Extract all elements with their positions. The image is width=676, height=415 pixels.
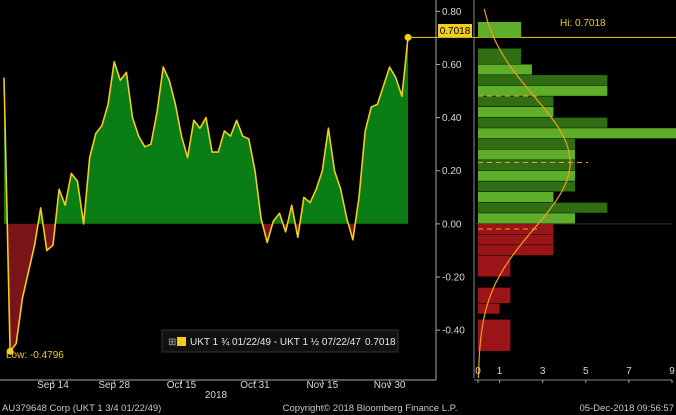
positive-area [4, 37, 408, 224]
x-tick-label: Sep 14 [37, 380, 69, 391]
histogram-bar [478, 202, 608, 213]
y-tick-label: 0.40 [442, 113, 462, 124]
histogram-bar [478, 192, 554, 203]
histogram-bar [478, 117, 608, 128]
last-value-tag: 0.7018 [438, 24, 472, 37]
histogram-bar [478, 128, 676, 139]
year-label: 2018 [205, 390, 228, 401]
histogram-bar [478, 21, 522, 38]
normal-fit-curve [477, 8, 571, 378]
y-tick-label: -0.40 [442, 326, 465, 337]
footer-timestamp: 05-Dec-2018 09:56:57 [579, 403, 674, 414]
y-tick-label: 0.20 [442, 166, 462, 177]
histogram-bar [478, 160, 575, 171]
hist-x-tick-label: 0 [475, 366, 481, 377]
histogram-bar [478, 106, 554, 118]
hist-x-tick-label: 9 [669, 366, 675, 377]
histogram-bar [478, 213, 575, 224]
histogram-bar [478, 287, 511, 304]
footer-copyright: Copyright© 2018 Bloomberg Finance L.P. [283, 403, 458, 414]
histogram-bar [478, 149, 575, 160]
histogram-bar [478, 75, 608, 86]
legend-value: 0.7018 [365, 337, 396, 348]
hist-x-tick-label: 7 [626, 366, 632, 377]
hist-x-tick-label: 3 [540, 366, 546, 377]
legend-swatch [177, 337, 186, 346]
low-annotation: Low: -0.4796 [6, 350, 64, 361]
y-tick-label: 0.60 [442, 60, 462, 71]
last-value-label: 0.7018 [440, 26, 471, 37]
histogram-bar [478, 48, 522, 64]
x-tick-label: Sep 28 [98, 380, 130, 391]
histogram-bar [478, 245, 554, 256]
spread-line [3, 37, 409, 353]
histogram-bar [478, 96, 554, 107]
histogram-bar [478, 170, 575, 181]
spread-area-chart [3, 33, 676, 355]
x-tick-label: Oct 15 [167, 380, 197, 391]
histogram-bar [478, 64, 532, 75]
hist-x-tick-label: 5 [583, 366, 589, 377]
footer-security: AU379648 Corp (UKT 1 3/4 01/22/49) [2, 403, 161, 414]
x-tick-label: Oct 31 [240, 380, 270, 391]
histogram-bar [478, 303, 500, 314]
histogram-bar [478, 138, 575, 149]
hist-x-tick-label: 1 [497, 366, 503, 377]
histogram-bar [478, 85, 608, 96]
high-annotation: Hi: 0.7018 [560, 18, 606, 29]
axes: 0.80 0.60 0.40 0.20 0.00 -0.20 -0.40 Sep 14 Sep … [0, 0, 465, 391]
distribution-histogram: 0 1 3 5 7 9 [473, 0, 676, 383]
y-tick-label: 0.00 [442, 219, 462, 230]
x-tick-label: Nov 30 [374, 380, 406, 391]
y-tick-label: 0.80 [442, 7, 462, 18]
low-marker [6, 347, 14, 355]
x-tick-label: Nov 15 [306, 380, 338, 391]
legend-toggle-icon[interactable]: ⊞ [168, 337, 176, 348]
legend-label: UKT 1 ¾ 01/22/49 - UKT 1 ½ 07/22/47 [190, 337, 361, 348]
histogram-bar [478, 181, 575, 192]
histogram-bar [478, 319, 511, 351]
legend[interactable]: ⊞ UKT 1 ¾ 01/22/49 - UKT 1 ½ 07/22/47 0.… [161, 329, 399, 353]
y-tick-label: -0.20 [442, 273, 465, 284]
histogram-bar [478, 234, 554, 245]
